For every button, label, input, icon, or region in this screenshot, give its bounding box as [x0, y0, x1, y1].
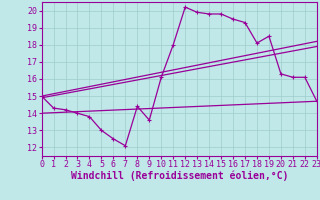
X-axis label: Windchill (Refroidissement éolien,°C): Windchill (Refroidissement éolien,°C) — [70, 171, 288, 181]
